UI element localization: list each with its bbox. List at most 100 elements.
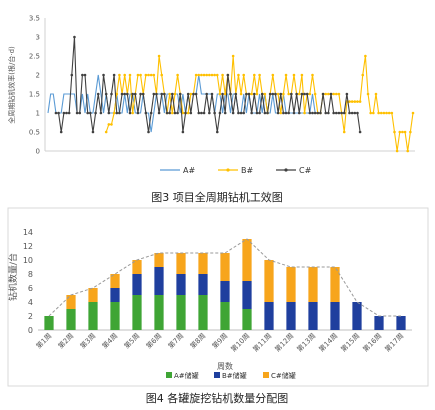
line-point <box>120 92 124 96</box>
line-point <box>229 92 232 96</box>
bar-chart-x-tick-label: 第10周 <box>229 331 252 354</box>
legend-swatch <box>263 372 269 378</box>
line-point <box>242 111 246 115</box>
line-point <box>163 92 166 96</box>
line-point <box>165 111 169 115</box>
bar-segment-1 <box>88 302 98 330</box>
line-point <box>186 92 190 96</box>
line-point <box>279 92 283 96</box>
line-point <box>189 92 193 96</box>
line-point <box>70 73 74 77</box>
line-point <box>184 111 187 115</box>
bar-chart-y-tick-label: 8 <box>28 270 33 279</box>
line-point <box>316 111 320 115</box>
bar-segment-2 <box>330 302 340 330</box>
bar-chart-x-tick-label: 第7周 <box>166 331 185 350</box>
line-point <box>144 73 148 77</box>
bar-segment-3 <box>308 267 318 302</box>
line-point <box>245 92 248 96</box>
line-point <box>62 111 66 115</box>
line-point <box>390 111 394 115</box>
bar-chart-x-tick-label: 第1周 <box>34 331 53 350</box>
line-point <box>147 73 150 77</box>
bar-segment-3 <box>110 274 120 288</box>
line-point <box>372 111 375 115</box>
bar-chart-y-ticks: 0 2 4 6 8 10 12 14 <box>23 228 33 335</box>
line-point <box>276 92 280 96</box>
line-chart-y-tick-label: 3.5 <box>29 15 40 23</box>
line-point <box>231 54 235 58</box>
line-point <box>223 92 227 96</box>
line-point <box>91 130 95 134</box>
line-point <box>218 92 222 96</box>
line-point <box>178 92 182 96</box>
bar-segment-1 <box>220 302 230 330</box>
line-point <box>387 111 391 115</box>
line-point <box>337 111 341 115</box>
line-point <box>377 111 380 115</box>
line-point <box>253 92 256 96</box>
line-point <box>284 111 288 115</box>
line-point <box>160 92 164 96</box>
line-point <box>234 92 238 96</box>
bar-segment-1 <box>132 295 142 330</box>
line-point <box>263 92 267 96</box>
line-point <box>237 111 240 115</box>
line-point <box>136 111 140 115</box>
line-point <box>337 92 341 96</box>
line-point <box>202 73 206 77</box>
line-point <box>126 92 129 96</box>
line-point <box>139 92 142 96</box>
line-point <box>350 100 354 103</box>
line-point <box>321 92 325 96</box>
bar-segment-2 <box>220 281 230 302</box>
line-point <box>295 92 298 96</box>
line-point <box>118 111 121 115</box>
line-point <box>237 73 240 77</box>
line-point <box>181 111 185 115</box>
line-point <box>197 73 201 77</box>
line-point <box>313 111 317 115</box>
line-point <box>268 92 272 96</box>
bar-segment-3 <box>176 253 186 274</box>
line-point <box>335 111 338 115</box>
line-point <box>208 111 211 115</box>
bar-chart-y-tick-label: 2 <box>28 312 33 321</box>
line-chart-y-tick-label: 0 <box>36 148 40 156</box>
bar-chart-bars <box>44 239 406 330</box>
line-point <box>308 92 312 96</box>
line-point <box>276 111 280 115</box>
line-point <box>200 73 203 77</box>
line-point <box>287 92 290 96</box>
line-point <box>189 111 193 115</box>
line-chart-series-group <box>47 35 415 153</box>
line-point <box>133 92 137 96</box>
line-point <box>379 111 383 115</box>
bar-chart-x-ticks: 第1周 第2周 第3周 第4周 第5周 第6周 第7周 第8周 第9周 第10周 第11周 第12周第… <box>34 331 405 354</box>
bar-segment-1 <box>110 302 120 330</box>
line-point <box>57 111 60 115</box>
bar-segment-1 <box>242 309 252 330</box>
line-point <box>147 130 150 134</box>
legend-swatch-dot <box>284 168 288 172</box>
bar-chart-x-tick-label: 第17周 <box>383 331 406 354</box>
line-point <box>102 73 105 77</box>
legend-swatch <box>214 372 220 378</box>
bar-chart-x-tick-label: 第16周 <box>361 331 384 354</box>
bar-segment-2 <box>264 302 274 330</box>
bar-segment-1 <box>66 309 76 330</box>
line-point <box>319 111 322 115</box>
line-point <box>358 100 362 103</box>
line-point <box>144 111 148 115</box>
line-point <box>152 73 156 77</box>
line-point <box>271 92 275 96</box>
line-point <box>104 92 108 96</box>
line-point <box>382 111 386 115</box>
bar-segment-1 <box>154 295 164 330</box>
line-point <box>324 111 328 115</box>
line-point <box>411 111 415 115</box>
line-point <box>284 73 288 77</box>
line-point <box>258 73 261 77</box>
line-point <box>327 111 330 115</box>
